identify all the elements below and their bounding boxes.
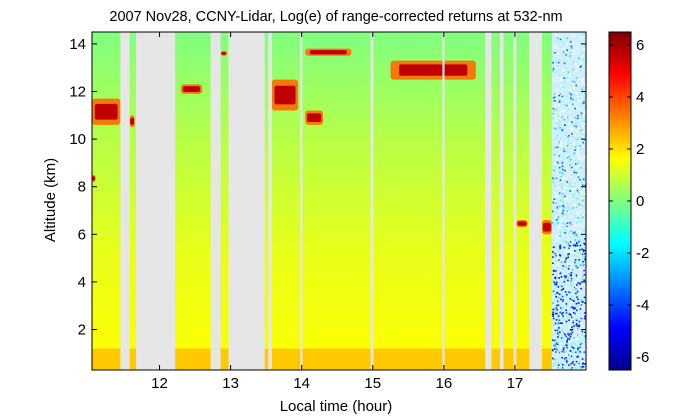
- data-gap-3: [228, 32, 265, 370]
- cloud-layer-10: [541, 220, 552, 235]
- x-tick-label-16: 16: [435, 375, 452, 392]
- y-tick-label-4: 4: [78, 274, 86, 291]
- cloud-layer-5: [305, 110, 324, 125]
- noise-region: [551, 32, 586, 370]
- y-tick-label-14: 14: [69, 36, 86, 53]
- y-tick-label-6: 6: [78, 226, 86, 243]
- y-tick-label-8: 8: [78, 179, 86, 196]
- cloud-layer-0: [92, 98, 121, 125]
- y-axis-label: Altitude (km): [42, 158, 59, 242]
- x-tick-label-14: 14: [293, 375, 310, 392]
- colorbar-tick-label--4: -4: [636, 297, 649, 314]
- data-gap-11: [529, 32, 542, 370]
- cloud-layer-3: [220, 51, 228, 56]
- y-tick-label-12: 12: [69, 84, 86, 101]
- data-gap-4: [268, 32, 272, 370]
- x-tick-label-12: 12: [151, 375, 168, 392]
- data-gap-6: [370, 32, 374, 370]
- y-tick-label-10: 10: [69, 131, 86, 148]
- cloud-layer-2: [180, 84, 203, 94]
- cloud-layer-7: [390, 60, 476, 80]
- plot-frame: [91, 31, 587, 371]
- data-gap-7: [442, 32, 445, 370]
- data-gap-9: [499, 32, 504, 370]
- x-tick-label-15: 15: [364, 375, 381, 392]
- colorbar-tick-label-0: 0: [636, 193, 644, 210]
- colorbar-tick-label-4: 4: [636, 89, 644, 106]
- cloud-layer-9: [516, 220, 528, 228]
- data-gap-5: [300, 32, 303, 370]
- colorbar-tick-label-2: 2: [636, 141, 644, 158]
- colorbar-tick-label-6: 6: [636, 37, 644, 54]
- cloud-layer-8: [92, 174, 96, 182]
- data-gap-2: [210, 32, 221, 370]
- x-axis-label: Local time (hour): [280, 398, 393, 415]
- x-tick-label-13: 13: [222, 375, 239, 392]
- data-gap-8: [485, 32, 492, 370]
- chart-title: 2007 Nov28, CCNY-Lidar, Log(e) of range-…: [109, 9, 562, 25]
- data-gap-1: [136, 32, 176, 370]
- cloud-layer-4: [271, 79, 299, 111]
- boundary-layer-11: [92, 348, 552, 370]
- colorbar-tick-label--6: -6: [636, 349, 649, 366]
- colorbar: 6 4 2 0 -2 -4 -6: [608, 31, 649, 371]
- data-gap-10: [513, 32, 517, 370]
- colorbar-tick-label--2: -2: [636, 245, 649, 262]
- cloud-layer-6: [305, 48, 352, 56]
- plot-area: [92, 32, 586, 370]
- cloud-layer-1: [129, 115, 135, 128]
- data-gap-0: [120, 32, 130, 370]
- y-tick-label-2: 2: [78, 322, 86, 339]
- x-tick-label-17: 17: [507, 375, 524, 392]
